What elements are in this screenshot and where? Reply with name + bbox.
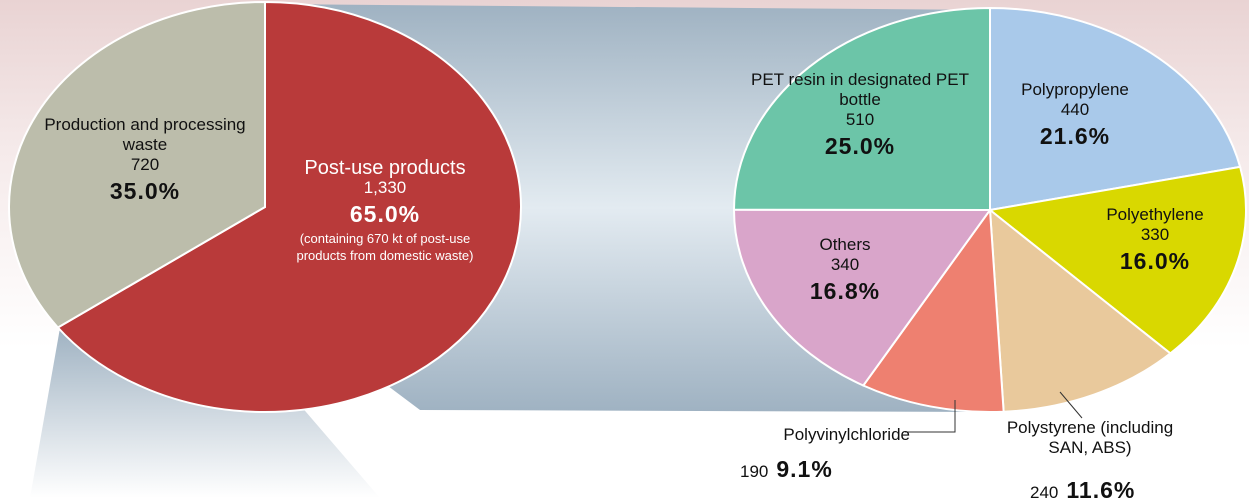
slice-label: Production and processing waste 720 35.0% — [30, 115, 260, 207]
leader-line — [1059, 391, 1083, 419]
amount-label: 510 — [845, 110, 875, 129]
leader-line — [905, 400, 956, 433]
amount-label: 330 — [1140, 225, 1170, 244]
category-label: Polyvinylchloride — [783, 425, 910, 444]
slice-label: Post-use products 1,330 65.0% (containing 6… — [275, 158, 495, 264]
pie-slice — [988, 207, 1172, 413]
category-label: Polypropylene — [1021, 80, 1129, 99]
slice-label: PET resin in designated PET bottle 510 25.… — [750, 70, 970, 162]
category-label: Production and processing waste — [44, 115, 246, 154]
value-label: 21.6% — [1039, 123, 1111, 149]
pie-slice — [8, 0, 266, 329]
category-label: Polyethylene — [1106, 205, 1204, 224]
slice-label: Polystyrene (including SAN, ABS) — [985, 418, 1195, 458]
slice-label: Others 340 16.8% — [765, 235, 925, 307]
amount-label: 190 — [740, 462, 769, 481]
amount-label: 340 — [830, 255, 860, 274]
value-label: 35.0% — [109, 178, 181, 204]
slice-label: Polyethylene 330 16.0% — [1065, 205, 1245, 277]
category-label: Post-use products — [304, 157, 466, 179]
pie-slice — [861, 207, 1005, 413]
amount-row: 190 9.1% — [740, 453, 833, 485]
category-label: PET resin in designated PET bottle — [751, 70, 969, 109]
amount-label: 440 — [1060, 100, 1090, 119]
amount-label: 240 — [1030, 483, 1059, 498]
value-label: 16.8% — [809, 278, 881, 304]
value-label: 25.0% — [824, 133, 896, 159]
value-label: 16.0% — [1119, 248, 1191, 274]
slice-label: Polypropylene 440 21.6% — [975, 80, 1175, 152]
value-label: 11.6% — [1066, 477, 1136, 498]
value-label: 9.1% — [776, 456, 833, 482]
slice-label: Polyvinylchloride — [730, 425, 910, 445]
category-label: Others — [819, 235, 871, 254]
amount-label: 1,330 — [363, 178, 407, 197]
pie-slice — [732, 6, 991, 212]
amount-label: 720 — [130, 155, 160, 174]
pie-slice — [732, 208, 992, 387]
note: (containing 670 kt of post-use products … — [296, 231, 474, 263]
amount-row: 240 11.6% — [1030, 474, 1135, 498]
category-label: Polystyrene (including SAN, ABS) — [1006, 418, 1174, 457]
pie-slice — [56, 0, 522, 413]
pie-slice — [989, 6, 1242, 212]
value-label: 65.0% — [349, 201, 421, 227]
pie-slice — [987, 165, 1247, 355]
